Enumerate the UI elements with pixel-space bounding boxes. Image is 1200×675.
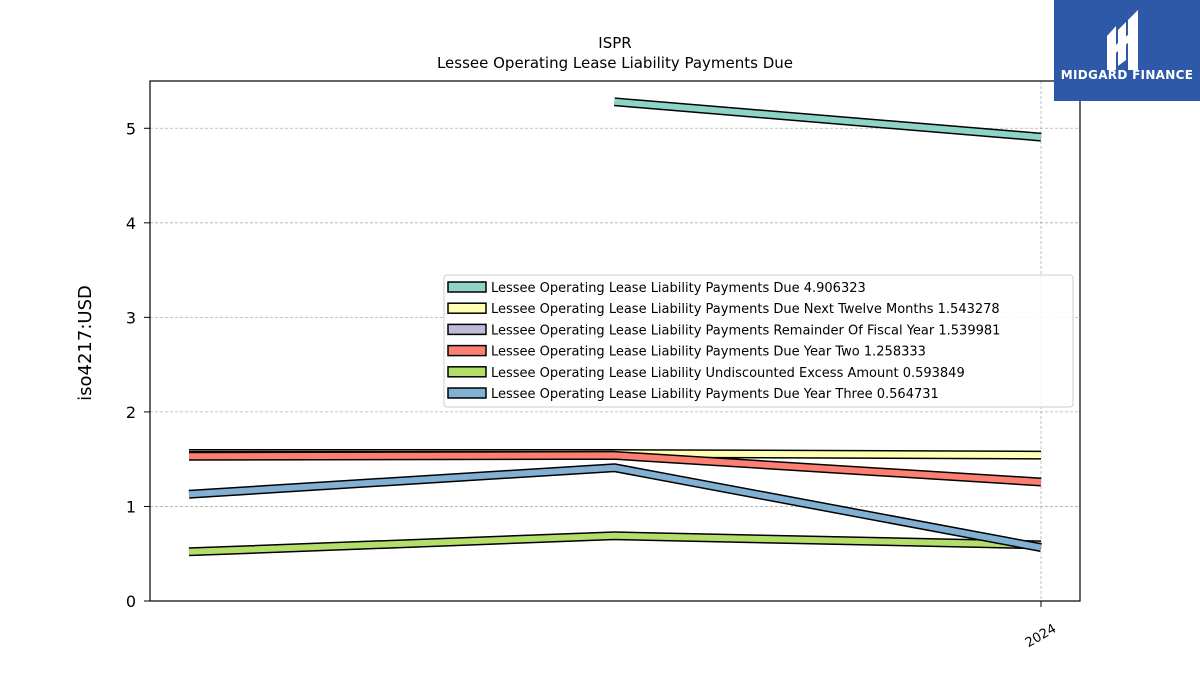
- legend-label: Lessee Operating Lease Liability Payment…: [491, 345, 926, 360]
- legend-frame: [443, 274, 1074, 408]
- legend-label: Lessee Operating Lease Liability Payment…: [491, 387, 939, 402]
- series-line: [188, 531, 1042, 557]
- legend-swatch: [447, 302, 487, 314]
- midgard-finance-logo-icon: [1107, 10, 1138, 70]
- legend-entry: Lessee Operating Lease Liability Payment…: [447, 344, 926, 360]
- legend-swatch: [447, 323, 487, 336]
- legend-entry: Lessee Operating Lease Liability Payment…: [447, 302, 1000, 317]
- y-tick-label: 1: [126, 497, 136, 516]
- series-line: [188, 463, 1042, 553]
- y-tick-label: 4: [126, 214, 136, 233]
- y-axis-label: iso4217:USD: [75, 285, 96, 401]
- series-line: [614, 97, 1042, 142]
- y-tick-label: 3: [126, 308, 136, 327]
- legend-label: Lessee Operating Lease Liability Payment…: [491, 323, 1000, 338]
- legend-swatch: [447, 366, 487, 378]
- series-line-stroke: [188, 532, 1042, 555]
- legend-entry: Lessee Operating Lease Liability Undisco…: [447, 366, 965, 381]
- chart-subtitle: Lessee Operating Lease Liability Payment…: [437, 54, 793, 72]
- series-line-stroke: [188, 452, 1042, 485]
- y-tick-label: 0: [126, 592, 136, 611]
- legend-swatch: [447, 281, 487, 293]
- legend-label: Lessee Operating Lease Liability Undisco…: [491, 366, 965, 381]
- legend-label: Lessee Operating Lease Liability Payment…: [491, 302, 1000, 317]
- axes: 0 1 2 3 4 5 2024: [126, 119, 1059, 651]
- plot-area-frame: [149, 80, 1081, 602]
- brand-name: MIDGARD FINANCE: [1060, 68, 1194, 82]
- chart-title: ISPR: [598, 34, 631, 52]
- x-tick-label: 2024: [1023, 621, 1059, 651]
- legend-swatch: [447, 387, 487, 399]
- legend-entry: Lessee Operating Lease Liability Payment…: [447, 387, 939, 402]
- y-tick-label: 2: [126, 403, 136, 422]
- series-line-stroke: [614, 98, 1042, 141]
- series-line-stroke: [188, 464, 1042, 551]
- legend-entry: Lessee Operating Lease Liability Payment…: [447, 323, 1000, 338]
- legend-label: Lessee Operating Lease Liability Payment…: [491, 281, 866, 296]
- legend-swatch: [447, 344, 487, 357]
- legend: Lessee Operating Lease Liability Payment…: [443, 274, 1074, 408]
- brand-logo: MIDGARD FINANCE: [1054, 0, 1200, 101]
- series-lines: [188, 97, 1042, 557]
- y-tick-label: 5: [126, 119, 136, 138]
- legend-entry: Lessee Operating Lease Liability Payment…: [447, 281, 866, 296]
- series-line: [188, 450, 1042, 487]
